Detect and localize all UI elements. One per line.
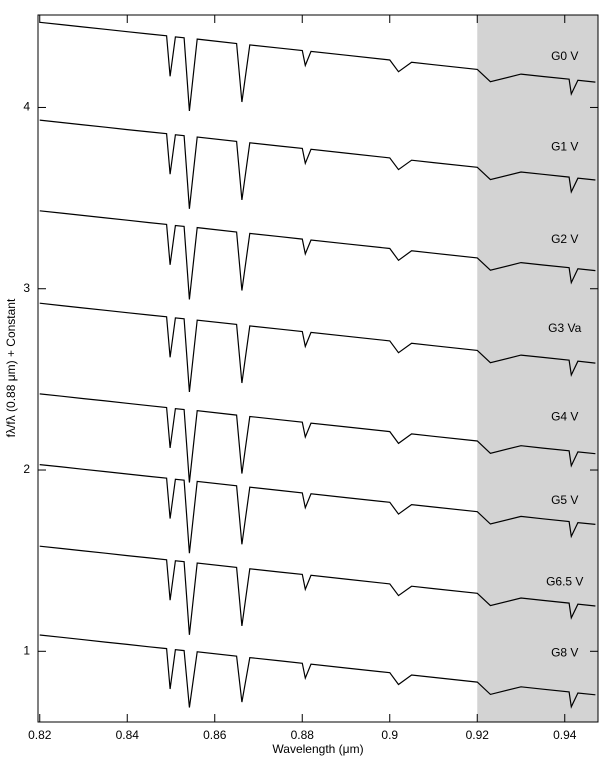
series-label: G1 V: [551, 140, 578, 154]
spectrum-line: [39, 302, 596, 392]
x-tick-label: 0.9: [381, 728, 398, 742]
series-label: G2 V: [551, 232, 578, 246]
series-label: G4 V: [551, 410, 578, 424]
x-tick-label: 0.92: [466, 728, 490, 742]
spectrum-line: [39, 634, 596, 709]
x-axis-label: Wavelength (μm): [272, 742, 363, 756]
series-label: G0 V: [551, 49, 578, 63]
spectrum-line: [39, 393, 596, 483]
series-label: G5 V: [551, 493, 578, 507]
plot-frame: [37, 14, 599, 723]
x-tick-label: 0.94: [553, 728, 577, 742]
spectrum-line: [39, 21, 596, 111]
series-label: G6.5 V: [546, 575, 583, 589]
x-tick-label: 0.82: [28, 728, 52, 742]
spectrum-line: [39, 545, 596, 635]
shaded-region: [477, 15, 598, 722]
y-axis-label: fλ/fλ (0.88 μm) + Constant: [4, 298, 18, 437]
series-label: G8 V: [551, 645, 578, 659]
x-tick-label: 0.86: [203, 728, 227, 742]
spectrum-line: [39, 119, 596, 209]
y-tick-label: 2: [23, 462, 30, 476]
series-label: G3 Va: [548, 321, 581, 335]
y-tick-label: 4: [23, 100, 30, 114]
x-tick-label: 0.88: [291, 728, 315, 742]
spectrum-line: [39, 210, 596, 300]
x-tick-label: 0.84: [116, 728, 140, 742]
y-tick-label: 3: [23, 281, 30, 295]
spectrum-line: [39, 464, 596, 554]
y-tick-label: 1: [23, 643, 30, 657]
